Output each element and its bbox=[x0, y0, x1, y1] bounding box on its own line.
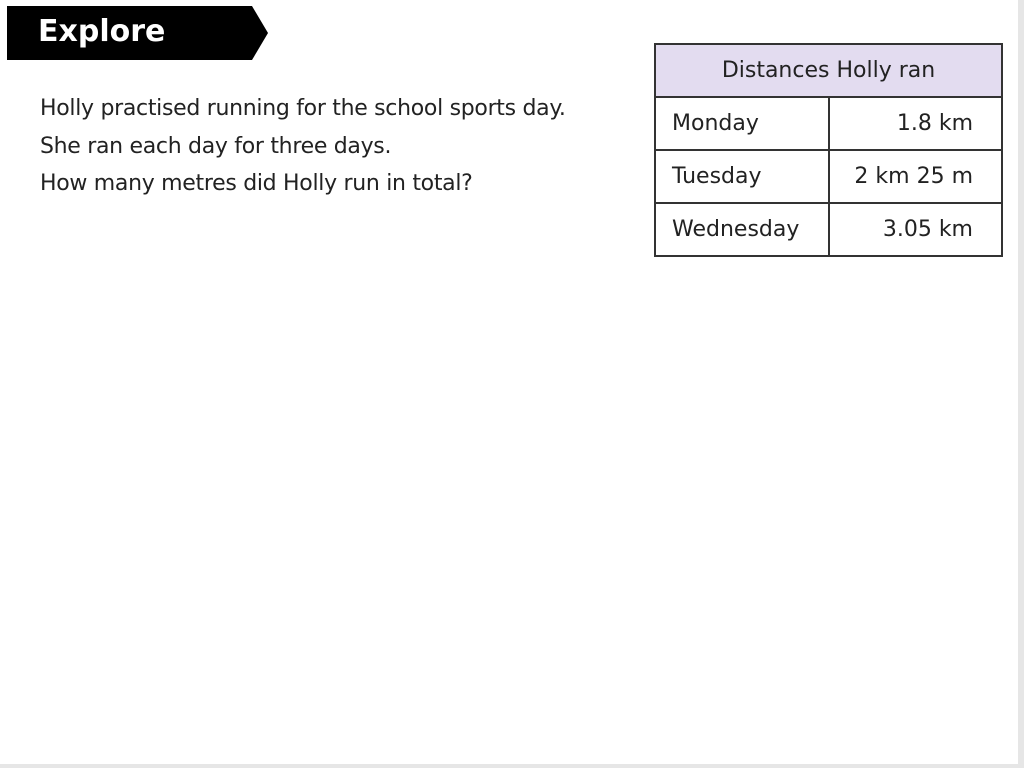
table-row: Tuesday 2 km 25 m bbox=[654, 149, 1003, 204]
banner-title: Explore bbox=[38, 14, 166, 49]
explore-banner: Explore bbox=[7, 6, 268, 60]
question-line: Holly practised running for the school s… bbox=[40, 96, 566, 121]
table-row: Wednesday 3.05 km bbox=[654, 202, 1003, 257]
distance-cell: 2 km 25 m bbox=[828, 149, 1003, 204]
table-title: Distances Holly ran bbox=[654, 43, 1003, 98]
frame-border bbox=[1018, 0, 1024, 768]
day-cell: Monday bbox=[654, 96, 830, 151]
question-line: She ran each day for three days. bbox=[40, 133, 392, 159]
distance-cell: 3.05 km bbox=[828, 202, 1003, 257]
table-row: Monday 1.8 km bbox=[654, 96, 1003, 151]
frame-border bbox=[0, 764, 1024, 768]
distances-table: Distances Holly ran Monday 1.8 km Tuesday… bbox=[654, 43, 1003, 257]
day-cell: Tuesday bbox=[654, 149, 830, 204]
distance-cell: 1.8 km bbox=[828, 96, 1003, 151]
question-text: Holly practised running for the school s… bbox=[40, 90, 566, 203]
day-cell: Wednesday bbox=[654, 202, 830, 257]
question-line: How many metres did Holly run in total? bbox=[40, 171, 473, 196]
